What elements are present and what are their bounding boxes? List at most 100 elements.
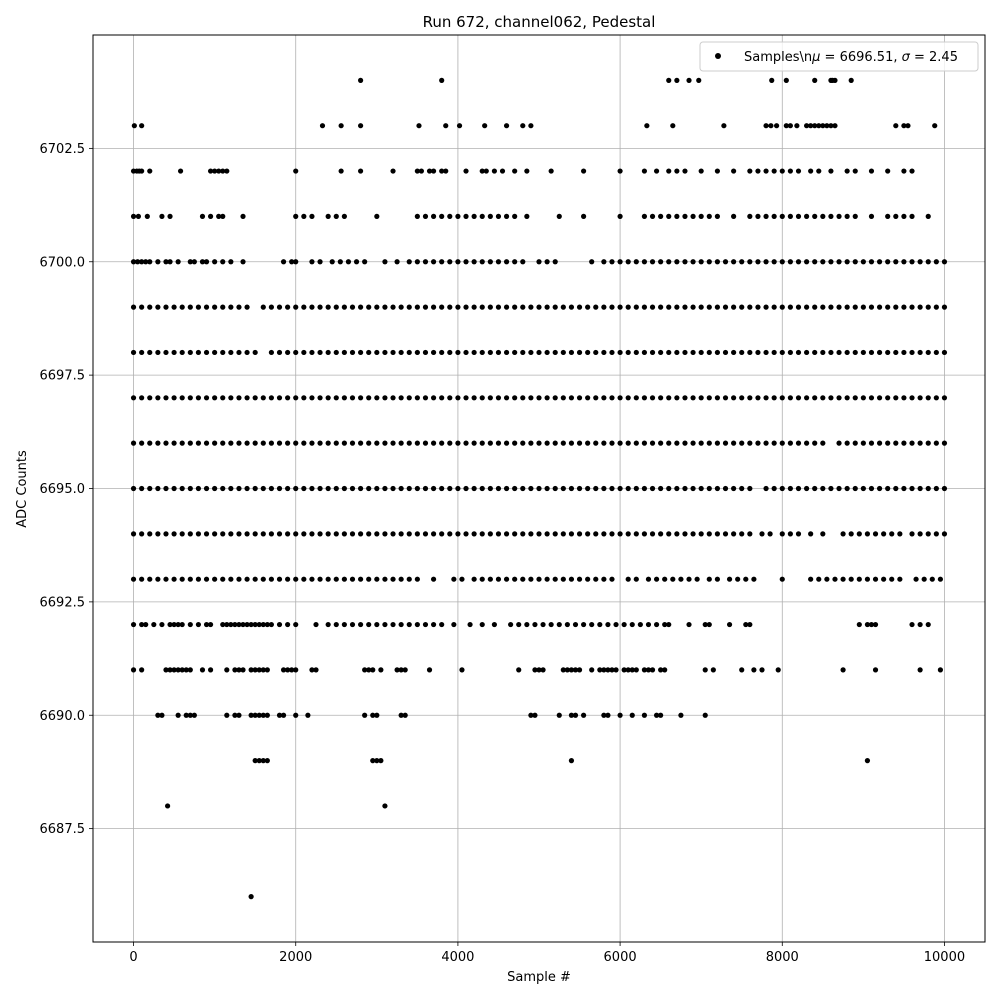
data-point (872, 621, 879, 628)
data-point (512, 576, 518, 582)
data-point (358, 485, 364, 492)
data-point (447, 349, 453, 356)
data-point (649, 667, 656, 673)
data-point (706, 395, 712, 401)
data-point (422, 531, 429, 537)
data-point (601, 531, 607, 537)
data-point (236, 621, 242, 628)
data-point (649, 259, 656, 265)
data-point (662, 667, 668, 673)
data-point (876, 485, 883, 492)
data-point (674, 531, 680, 537)
data-point (909, 395, 915, 401)
data-point (443, 123, 449, 129)
data-point (564, 667, 570, 673)
data-point (463, 440, 469, 446)
data-point (763, 123, 769, 129)
data-point (276, 395, 283, 401)
data-point (893, 213, 899, 219)
data-point (876, 304, 883, 310)
data-point (471, 485, 477, 492)
data-point (812, 485, 818, 492)
data-point (159, 213, 165, 219)
data-point (856, 576, 862, 582)
data-point (909, 304, 915, 310)
data-point (721, 123, 727, 129)
data-point (147, 576, 153, 582)
data-point (787, 349, 793, 356)
y-tick-label: 6700.0 (40, 255, 86, 270)
data-point (382, 485, 388, 492)
data-point (755, 304, 761, 310)
data-point (479, 576, 485, 582)
data-point (617, 304, 623, 310)
data-point (649, 349, 656, 356)
data-point (163, 304, 169, 310)
data-point (641, 485, 648, 492)
data-point (203, 531, 210, 537)
data-point (333, 485, 339, 492)
data-point (593, 531, 599, 537)
data-point (248, 894, 254, 900)
data-point (649, 213, 656, 219)
data-point (285, 485, 291, 492)
data-point (885, 168, 891, 174)
data-point (653, 168, 660, 174)
data-point (690, 440, 696, 446)
data-point (325, 349, 331, 356)
data-point (576, 485, 583, 492)
data-point (544, 576, 550, 582)
data-point (139, 440, 145, 446)
data-point (471, 213, 477, 219)
data-point (941, 440, 948, 446)
data-point (398, 712, 404, 718)
data-point (418, 168, 425, 174)
data-point (585, 395, 591, 401)
data-point (236, 667, 242, 673)
data-point (232, 621, 238, 628)
data-point (856, 531, 862, 537)
data-point (674, 440, 680, 446)
data-point (682, 395, 688, 401)
data-point (885, 213, 891, 219)
data-point (301, 304, 307, 310)
data-point (795, 531, 802, 537)
data-point (260, 440, 266, 446)
y-tick-label: 6692.5 (40, 595, 86, 610)
data-point (560, 304, 566, 310)
data-point (844, 213, 850, 219)
data-point (416, 123, 422, 129)
data-point (439, 395, 445, 401)
data-point (641, 531, 648, 537)
data-point (260, 304, 266, 310)
data-point (678, 712, 684, 718)
data-point (349, 531, 356, 537)
data-point (901, 304, 907, 310)
data-point (212, 168, 218, 174)
data-point (341, 531, 347, 537)
y-axis-ticks: 6687.5 6690.0 6692.5 6695.0 6697.5 6700.0 6702… (40, 142, 93, 837)
data-point (406, 531, 412, 537)
data-point (702, 621, 708, 628)
data-point (414, 213, 420, 219)
data-point (398, 440, 404, 446)
data-point (731, 168, 737, 174)
data-point (589, 667, 595, 673)
data-point (358, 621, 364, 628)
data-point (836, 485, 842, 492)
data-point (649, 531, 656, 537)
data-point (609, 531, 615, 537)
data-point (804, 304, 810, 310)
data-point (293, 395, 299, 401)
data-point (932, 123, 938, 129)
data-point (828, 349, 834, 356)
data-point (309, 531, 315, 537)
data-point (706, 531, 712, 537)
data-point (787, 395, 793, 401)
data-point (568, 531, 575, 537)
data-point (252, 576, 258, 582)
data-point (812, 440, 818, 446)
data-point (674, 259, 680, 265)
data-point (203, 259, 210, 265)
data-point (609, 440, 615, 446)
